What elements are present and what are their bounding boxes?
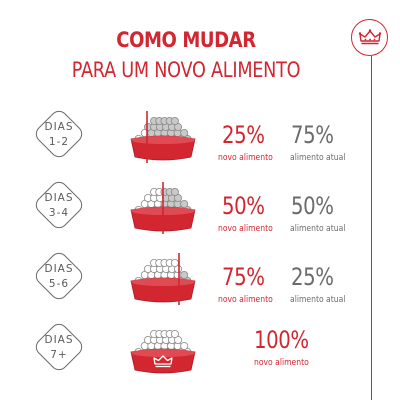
food-bowl-icon (130, 329, 196, 374)
new-food-percent: 25% (222, 121, 265, 149)
brand-divider-line (371, 56, 373, 400)
food-bowl-icon (130, 182, 196, 234)
kibble (170, 258, 179, 267)
food-bowl-icon (130, 253, 196, 305)
new-food-label: novo alimento (218, 153, 273, 163)
days-badge (32, 249, 86, 303)
days-label: DIAS (44, 334, 74, 346)
new-food-percent: 100% (254, 326, 309, 354)
current-food-percent: 50% (291, 192, 334, 220)
days-label: DIAS (44, 121, 74, 133)
days-range: 1-2 (48, 136, 70, 148)
days-badge (32, 320, 86, 374)
current-food-percent: 25% (291, 263, 334, 291)
transition-step-days-3-4: DIAS 3-4 50% novo alimento 50% alimento … (0, 174, 372, 244)
transition-step-days-1-2: DIAS 1-2 25% novo alimento 75% alimento … (0, 103, 372, 173)
current-food-label: alimento atual (290, 295, 346, 305)
new-food-label: novo alimento (218, 295, 273, 305)
transition-step-days-5-6: DIAS 5-6 75% novo alimento 25% alimento … (0, 245, 372, 315)
days-range: 5-6 (48, 278, 70, 290)
days-badge (32, 178, 86, 232)
new-food-label: novo alimento (254, 358, 309, 368)
current-food-label: alimento atual (290, 153, 346, 163)
brand-crest (351, 19, 388, 56)
bowl-rim (131, 349, 195, 357)
kibble (170, 116, 179, 125)
bowl-rim (131, 278, 195, 286)
days-label: DIAS (44, 192, 74, 204)
kibble (170, 187, 179, 196)
kibble (180, 128, 189, 137)
current-food-percent: 75% (291, 121, 334, 149)
new-food-percent: 50% (222, 192, 265, 220)
kibble (180, 199, 189, 208)
page-title: COMO MUDAR (116, 28, 256, 52)
bowl-rim (131, 136, 195, 144)
page-subtitle: PARA UM NOVO ALIMENTO (71, 58, 301, 82)
current-food-label: alimento atual (290, 224, 346, 234)
days-label: DIAS (44, 263, 74, 275)
days-range: 7+ (50, 349, 68, 361)
days-badge (32, 107, 86, 161)
new-food-percent: 75% (222, 263, 265, 291)
kibble (180, 341, 189, 350)
transition-step-days-7-plus: DIAS 7+ 100% novo alimento (0, 316, 372, 386)
new-food-label: novo alimento (218, 224, 273, 234)
kibble (170, 329, 179, 338)
food-bowl-icon (130, 111, 196, 163)
kibble (180, 270, 189, 279)
royal-crown-icon (358, 29, 382, 45)
days-range: 3-4 (48, 207, 70, 219)
royal-crown-icon (153, 355, 173, 368)
